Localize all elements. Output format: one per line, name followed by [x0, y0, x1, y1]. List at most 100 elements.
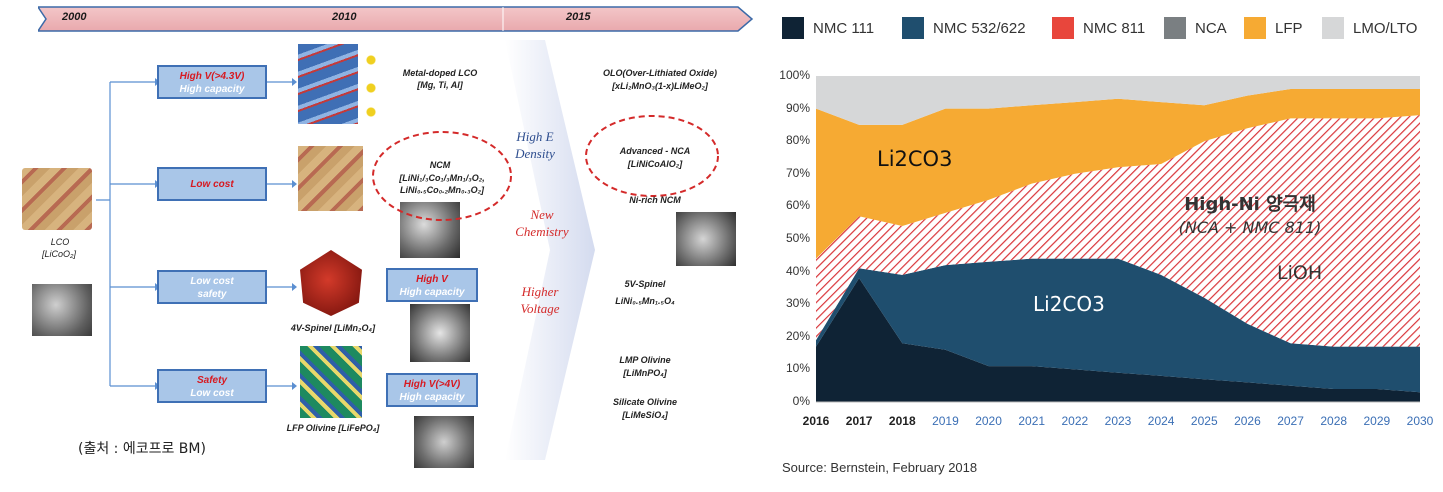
legend-label: NMC 111	[813, 19, 875, 37]
olo-formula: [xLi₂MnO₃(1-x)LiMeO₂]	[612, 81, 708, 91]
x-tick-label: 2024	[1147, 414, 1175, 428]
ncm-formula-1: [LiNi₁/₃Co₁/₃Mn₁/₃O₂,	[399, 173, 485, 183]
x-tick-label: 2020	[975, 414, 1002, 428]
annotation-li2co3-mid: Li2CO3	[1033, 292, 1105, 316]
ncm-formula-2: LiNi₀.₅Co₀.₂Mn₀.₃O₂]	[399, 185, 485, 195]
y-tick-label: 30%	[785, 296, 810, 311]
category-box-high-v: High V(>4.3V) High capacity	[157, 65, 267, 99]
legend-nca: NCA	[1164, 14, 1227, 42]
ncm-sem-image	[400, 202, 460, 258]
timeline-bar	[38, 6, 754, 32]
spinel-5v-label: 5V-Spinel	[624, 279, 666, 289]
metal-doped-crystal-image	[298, 44, 358, 124]
ncm-label: NCM	[429, 160, 451, 170]
annotation-lioh: LiOH	[1277, 262, 1322, 284]
silicate-olivine-formula: [LiMeSiO₄]	[622, 410, 668, 420]
lfp-olivine-label: LFP Olivine [LiFePO₄]	[286, 423, 380, 433]
x-tick-label: 2027	[1277, 414, 1304, 428]
chart-source: Source: Bernstein, February 2018	[782, 460, 978, 475]
legend-swatch	[1322, 17, 1344, 39]
cathode-market-share-chart: NMC 111 NMC 532/622 NMC 811 NCA LFP LMO/…	[770, 0, 1443, 492]
y-tick-label: 100%	[779, 68, 810, 82]
left-source-note: (출처 : 에코프로 BM)	[78, 441, 206, 457]
legend-label: NCA	[1195, 19, 1227, 37]
legend-nmc811: NMC 811	[1052, 14, 1145, 42]
legend-swatch	[1244, 17, 1266, 39]
annotation-text: Li2CO3	[1033, 292, 1105, 316]
atom-legend-image	[360, 44, 382, 124]
annotation-text: Li2CO3	[877, 147, 953, 171]
olivine-sem-image	[414, 416, 474, 468]
y-tick-label: 50%	[785, 231, 810, 245]
olivine-crystal-image	[300, 346, 362, 418]
area-lmo-lto	[816, 76, 1420, 125]
x-tick-label: 2018	[888, 414, 916, 428]
legend-swatch	[1164, 17, 1186, 39]
legend-swatch	[902, 17, 924, 39]
nca-sem-image	[676, 212, 736, 266]
y-tick-label: 40%	[785, 263, 810, 278]
legend-label: LFP	[1275, 19, 1303, 37]
x-tick-label: 2022	[1061, 414, 1089, 428]
lco-sem-image	[32, 284, 92, 336]
spinel-4v-label: 4V-Spinel [LiMn₂O₄]	[290, 323, 376, 333]
timeline-year-2010: 2010	[332, 11, 357, 23]
area-nmc-532-622	[816, 258, 1420, 393]
legend-swatch	[1052, 17, 1074, 39]
x-tick-label: 2023	[1104, 414, 1132, 428]
x-tick-label: 2025	[1190, 414, 1218, 428]
spinel-sem-image	[410, 304, 470, 362]
lco-formula: [LiCoO₂]	[42, 249, 76, 259]
y-tick-label: 10%	[785, 361, 810, 376]
x-tick-label: 2016	[802, 414, 830, 428]
annotation-text: LiOH	[1277, 262, 1323, 284]
area-nmc-111	[816, 278, 1420, 402]
annotation-li2co3-top: Li2CO3	[877, 147, 952, 171]
x-tick-label: 2019	[932, 414, 959, 428]
arrow-label-high-e: High E Density	[515, 129, 555, 161]
area-nmc-811	[816, 115, 1420, 347]
legend-nmc532: NMC 532/622	[902, 14, 1026, 42]
arrow-label-higher-v: Higher Voltage	[520, 284, 560, 316]
olo-label: OLO(Over-Lithiated Oxide)	[602, 68, 717, 78]
x-tick-label: 2028	[1320, 414, 1348, 428]
x-tick-label: 2026	[1234, 414, 1261, 428]
y-tick-label: 60%	[785, 198, 810, 213]
x-tick-label: 2021	[1018, 414, 1046, 428]
nca-label: Advanced - NCA	[619, 146, 691, 156]
lmp-olivine-label: LMP Olivine	[619, 355, 671, 365]
lco-label: LCO	[50, 237, 70, 247]
spinel-5v-formula: LiNi₀.₅Mn₁.₅O₄	[615, 296, 675, 306]
lco-crystal-image	[22, 168, 92, 230]
timeline-year-2000: 2000	[62, 11, 87, 23]
arrow-label-new-chem: New Chemistry	[515, 207, 569, 239]
cathode-roadmap-diagram: 2000 2010 2015 LCO [LiCoO₂] High V(>4.3V…	[22, 6, 754, 468]
category-box-low-cost-safety: Low cost safety	[157, 270, 267, 304]
area-chart-plot	[816, 76, 1420, 403]
annotation-text: High-Ni 양극재	[1184, 194, 1316, 215]
highlight-ellipses	[372, 115, 719, 221]
y-tick-label: 90%	[785, 100, 810, 115]
metal-doped-lco-label: Metal-doped LCO	[402, 68, 478, 78]
annotation-high-ni: High-Ni 양극재	[1170, 190, 1330, 216]
high-v-box: High V High capacity	[386, 268, 478, 302]
legend-swatch	[782, 17, 804, 39]
legend-lfp: LFP	[1244, 14, 1303, 42]
x-tick-label: 2029	[1363, 414, 1391, 428]
area-lfp	[816, 89, 1420, 259]
legend-label: LMO/LTO	[1353, 19, 1418, 37]
legend-label: NMC 811	[1083, 19, 1146, 37]
ncm-crystal-image	[298, 146, 363, 211]
legend-label: NMC 532/622	[933, 19, 1026, 37]
ni-rich-ncm-label: Ni-rich NCM	[629, 195, 681, 205]
legend-nmc111: NMC 111	[782, 14, 874, 42]
y-tick-label: 0%	[792, 394, 810, 408]
metal-doped-lco-sub: [Mg, Ti, Al]	[417, 80, 463, 90]
y-tick-label: 20%	[785, 328, 810, 343]
category-box-low-cost: Low cost	[157, 167, 267, 201]
x-tick-label: 2030	[1406, 414, 1434, 428]
category-box-safety: Safety Low cost	[157, 369, 267, 403]
nca-formula: [LiNiCoAlO₂]	[627, 159, 683, 169]
timeline-year-2015: 2015	[566, 11, 591, 23]
high-v4-box: High V(>4V) High capacity	[386, 373, 478, 407]
